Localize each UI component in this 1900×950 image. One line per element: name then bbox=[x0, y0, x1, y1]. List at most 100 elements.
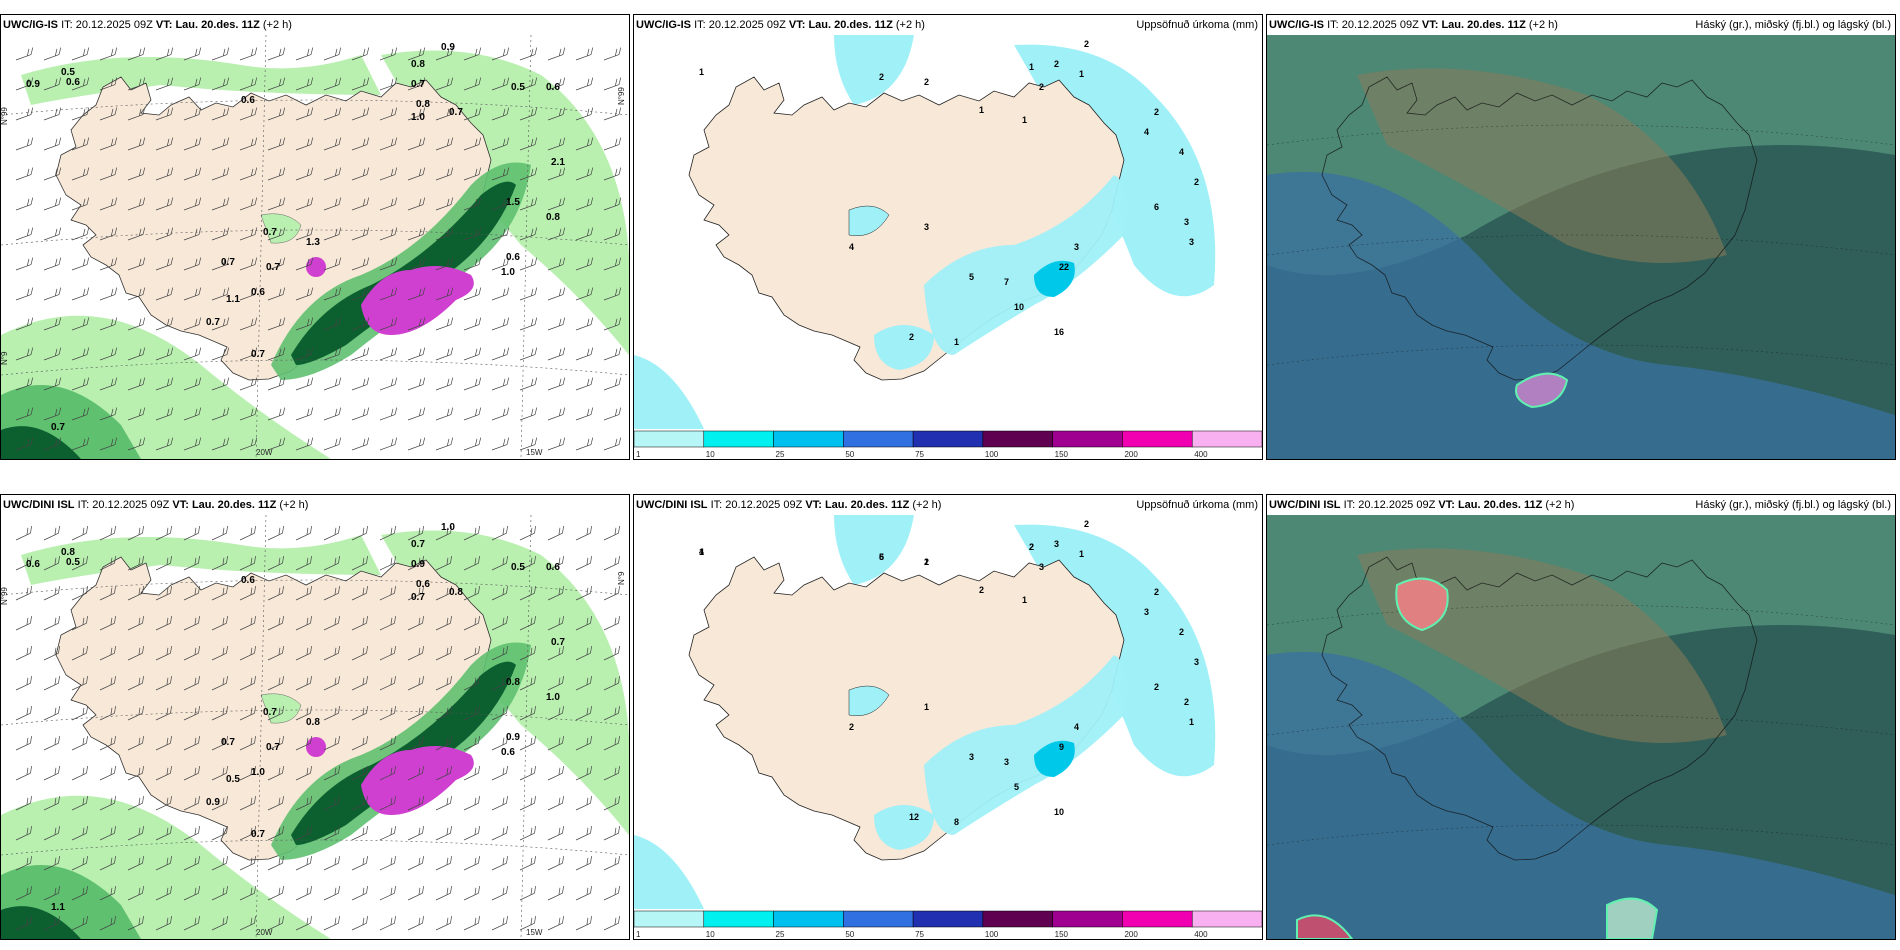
wind-barb bbox=[463, 437, 482, 451]
wind-barb bbox=[211, 736, 228, 751]
wind-barb bbox=[239, 257, 258, 271]
wind-barb bbox=[127, 137, 146, 151]
wind-barb bbox=[407, 736, 424, 751]
wind-barb bbox=[239, 916, 256, 931]
wind-barb bbox=[43, 347, 62, 361]
colorbar-tick: 200 bbox=[1124, 930, 1138, 939]
map-clouds[interactable] bbox=[1267, 35, 1895, 459]
colorbar-swatch bbox=[773, 430, 844, 448]
value-label: 0.7 bbox=[51, 422, 65, 433]
wind-barb bbox=[127, 526, 144, 541]
value-label: 1.1 bbox=[51, 902, 65, 913]
value-label: 16 bbox=[1054, 327, 1064, 337]
longitude-label: 20W bbox=[256, 928, 273, 937]
wind-barb bbox=[407, 377, 426, 391]
wind-barb bbox=[435, 167, 454, 181]
wind-barb bbox=[267, 616, 284, 631]
wind-barb bbox=[407, 287, 426, 301]
wind-barb bbox=[435, 616, 452, 631]
map-accum-precip[interactable]: 1 2 2 1 2 1 2 2 1 1 2 4 4 2 3 3 6 3 4 5 7 10 16 22 3 1 2 bbox=[634, 35, 1262, 429]
wind-barb bbox=[351, 616, 368, 631]
wind-barb bbox=[491, 526, 508, 541]
wind-barb bbox=[71, 407, 90, 421]
wind-barb bbox=[603, 197, 622, 211]
wind-barb bbox=[267, 47, 286, 61]
graticule-line bbox=[1267, 824, 1895, 846]
colorbar-tick: 10 bbox=[706, 930, 715, 939]
wind-barb bbox=[323, 317, 342, 331]
value-label: 2.1 bbox=[551, 157, 565, 168]
wind-barb bbox=[211, 107, 230, 121]
wind-barb bbox=[491, 47, 510, 61]
wind-barb bbox=[407, 77, 426, 91]
wind-barb bbox=[183, 77, 202, 91]
wind-barb bbox=[463, 526, 480, 541]
wind-barb bbox=[267, 706, 284, 721]
value-label: 3 bbox=[1074, 242, 1079, 252]
wind-barb bbox=[603, 407, 622, 421]
wind-barb bbox=[295, 766, 312, 781]
wind-barb bbox=[547, 526, 564, 541]
wind-barb bbox=[603, 107, 622, 121]
wind-barb bbox=[15, 916, 32, 931]
wind-barb bbox=[267, 886, 284, 901]
map-clouds[interactable] bbox=[1267, 515, 1895, 939]
colorbar-swatch bbox=[1052, 430, 1123, 448]
wind-barb bbox=[15, 137, 34, 151]
wind-barb bbox=[491, 736, 508, 751]
wind-barb bbox=[239, 676, 256, 691]
wind-barb bbox=[43, 736, 60, 751]
wind-barb bbox=[183, 826, 200, 841]
map-wind-precip[interactable]: 0.6 0.8 0.5 0.6 0.7 1.0 0.9 0.6 0.7 0.8 0.5 0.6 1.0 0… bbox=[1, 515, 629, 939]
wind-barb bbox=[99, 526, 116, 541]
wind-barb bbox=[127, 227, 146, 241]
wind-barb bbox=[435, 377, 454, 391]
wind-barb bbox=[15, 257, 34, 271]
wind-barb bbox=[183, 526, 200, 541]
wind-barb bbox=[323, 586, 340, 601]
wind-barb bbox=[519, 377, 538, 391]
wind-barb bbox=[407, 47, 426, 61]
wind-barb bbox=[155, 676, 172, 691]
map-accum-precip[interactable]: 1 5 2 2 3 1 2 3 2 1 2 3 2 3 2 1 2 1 2 3 3 5 10 9 4 8 12 4 6 1 2 bbox=[634, 515, 1262, 909]
wind-barb bbox=[99, 556, 116, 571]
wind-barb bbox=[211, 526, 228, 541]
wind-barb bbox=[211, 886, 228, 901]
value-label: 3 bbox=[1189, 237, 1194, 247]
wind-barb bbox=[323, 646, 340, 661]
wind-barb bbox=[267, 227, 286, 241]
wind-barb bbox=[71, 556, 88, 571]
value-label: 4 bbox=[1179, 147, 1184, 157]
wind-barb bbox=[351, 437, 370, 451]
wind-barb bbox=[491, 586, 508, 601]
wind-barb bbox=[351, 766, 368, 781]
map-wind-precip[interactable]: 0.9 0.5 0.6 0.6 0.8 0.9 0.7 0.8 1.0 0.7 0.5 0.6 0.6 0… bbox=[1, 35, 629, 459]
wind-barb bbox=[183, 586, 200, 601]
wind-barb bbox=[295, 826, 312, 841]
wind-barb bbox=[603, 856, 620, 871]
wind-barb bbox=[379, 167, 398, 181]
wind-barb bbox=[239, 556, 256, 571]
wind-barb bbox=[211, 257, 230, 271]
wind-barb bbox=[407, 227, 426, 241]
wind-barb bbox=[15, 706, 32, 721]
wind-barb bbox=[603, 676, 620, 691]
field-title: Uppsöfnuð úrkoma (mm) bbox=[1136, 19, 1258, 31]
wind-barb bbox=[407, 766, 424, 781]
wind-barb bbox=[267, 377, 286, 391]
graticule-line bbox=[1, 709, 629, 726]
wind-barb bbox=[43, 407, 62, 421]
wind-barb bbox=[323, 886, 340, 901]
wind-barb bbox=[99, 197, 118, 211]
wind-barb bbox=[71, 826, 88, 841]
wind-barb bbox=[183, 856, 200, 871]
wind-barb bbox=[519, 437, 538, 451]
wind-barb bbox=[155, 796, 172, 811]
wind-barb bbox=[127, 676, 144, 691]
precip-area bbox=[260, 693, 302, 724]
wind-barb bbox=[71, 706, 88, 721]
wind-barb bbox=[351, 556, 368, 571]
wind-barb bbox=[295, 796, 312, 811]
value-label: 0.6 bbox=[501, 747, 515, 758]
wind-barb bbox=[211, 766, 228, 781]
